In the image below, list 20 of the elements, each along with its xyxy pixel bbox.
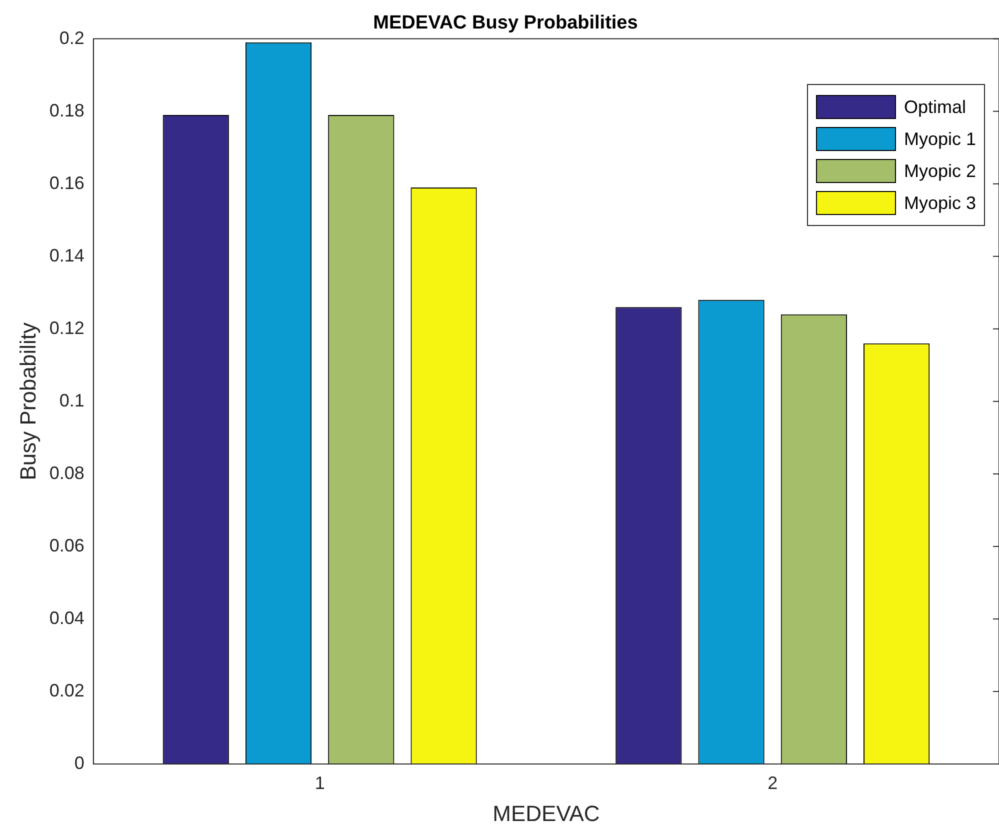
y-tick-label: 0.2 — [59, 28, 84, 48]
y-tick-label: 0.14 — [49, 245, 84, 266]
legend-label: Myopic 2 — [904, 160, 976, 182]
y-tick-label: 0.16 — [49, 172, 84, 193]
y-tick-label: 0.08 — [49, 462, 84, 483]
legend-label: Myopic 3 — [904, 192, 976, 214]
y-tick-label: 0.02 — [49, 680, 84, 700]
x-tick-label: 1 — [314, 772, 325, 793]
x-tick-label: 2 — [768, 772, 778, 793]
y-tick-label: 0.12 — [49, 318, 84, 338]
chart-title: MEDEVAC Busy Probabilities — [373, 12, 638, 34]
legend-label: Myopic 1 — [904, 128, 976, 150]
x-axis-title: MEDEVAC — [492, 800, 600, 826]
legend-label: Optimal — [904, 96, 966, 118]
y-tick-label: 0.06 — [49, 535, 84, 556]
y-tick-label: 0.04 — [49, 608, 84, 628]
y-tick-label: 0.1 — [59, 390, 84, 410]
y-tick-label: 0.18 — [49, 100, 84, 120]
y-axis-title: Busy Probability — [15, 322, 40, 480]
y-tick-label: 0 — [74, 752, 84, 773]
